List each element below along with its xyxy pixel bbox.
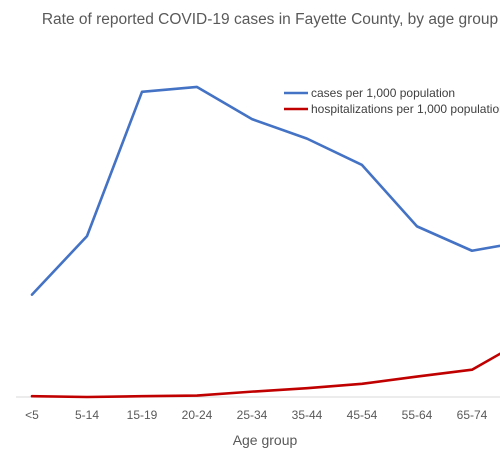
series-lines bbox=[32, 87, 500, 397]
x-tick-label: 45-54 bbox=[347, 408, 378, 422]
x-tick-label: 20-24 bbox=[182, 408, 213, 422]
legend: cases per 1,000 population hospitalizatio… bbox=[284, 86, 500, 116]
x-tick-label: 65-74 bbox=[457, 408, 488, 422]
x-axis-title: Age group bbox=[233, 432, 298, 448]
x-tick-label: 35-44 bbox=[292, 408, 323, 422]
x-tick-labels: <5 5-14 15-19 20-24 25-34 35-44 45-54 55-64 65-7… bbox=[25, 408, 488, 422]
legend-label-1: cases per 1,000 population bbox=[311, 86, 455, 100]
x-tick-label: 55-64 bbox=[402, 408, 433, 422]
x-tick-label: 15-19 bbox=[127, 408, 158, 422]
x-tick-label: 5-14 bbox=[75, 408, 99, 422]
series-line-2 bbox=[32, 339, 500, 398]
x-tick-label: 25-34 bbox=[237, 408, 268, 422]
legend-label-2: hospitalizations per 1,000 population bbox=[311, 102, 500, 116]
series-line-1 bbox=[32, 87, 500, 295]
x-tick-label: <5 bbox=[25, 408, 39, 422]
chart-title: Rate of reported COVID-19 cases in Fayet… bbox=[42, 11, 498, 28]
